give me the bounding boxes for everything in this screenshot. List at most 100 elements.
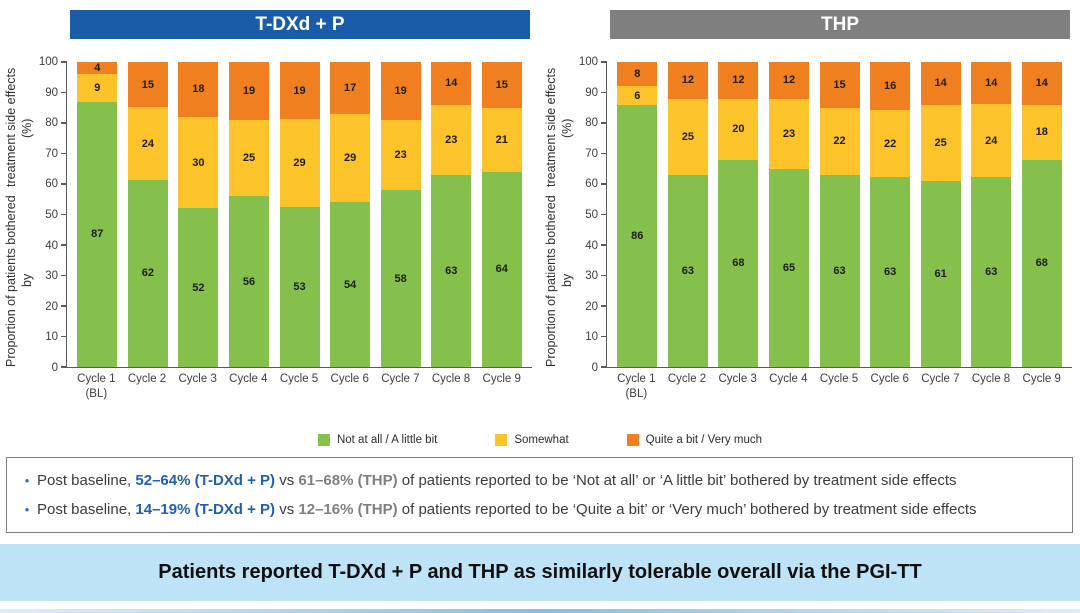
- bar-value-label: 56: [242, 275, 256, 288]
- x-axis-category: Cycle 8: [426, 372, 477, 402]
- bar-segment: 17: [330, 62, 371, 114]
- bar-segment: 52: [178, 208, 219, 367]
- x-axis-category-label: Cycle 1: [617, 373, 656, 385]
- bar-value-label: 20: [732, 123, 745, 136]
- bar-value-label: 14: [1035, 77, 1048, 90]
- stacked-bar: 63 25 12: [667, 62, 708, 367]
- finding-text-segment: 12–16% (THP): [298, 501, 398, 518]
- bar-value-label: 24: [141, 137, 154, 150]
- bar-slot: 68 18 14: [1017, 62, 1068, 367]
- y-tick-label: 70: [45, 147, 58, 160]
- x-axis-category-label: Cycle 3: [718, 373, 757, 385]
- legend-swatch: [495, 434, 508, 446]
- stacked-bar: 61 25 14: [920, 62, 961, 367]
- bar-value-label: 17: [343, 81, 357, 94]
- bar-segment: 15: [481, 62, 522, 108]
- x-axis-category-label: Cycle 1: [77, 373, 116, 385]
- bar-value-label: 4: [94, 62, 101, 75]
- y-tick-label: 60: [585, 178, 598, 191]
- bar-slot: 54 29 17: [325, 62, 376, 367]
- bar-segment: 23: [380, 119, 421, 191]
- bar-value-label: 14: [934, 77, 947, 90]
- x-axis-category: Cycle 9: [1016, 372, 1067, 402]
- bar-slot: 58 23 19: [375, 62, 426, 367]
- x-axis-category: Cycle 9: [476, 372, 527, 402]
- x-axis-category: Cycle 5: [274, 372, 325, 402]
- stacked-bar: 86 6 8: [617, 62, 658, 367]
- x-axis-category: Cycle 3: [172, 372, 223, 402]
- stacked-bar: 68 20 12: [718, 62, 759, 367]
- bar-segment: 8: [617, 62, 658, 87]
- bar-value-label: 14: [445, 77, 458, 90]
- plot-area: 86 6 8 63 25 12 68 20 12 65 23 12 63 22 15 63 22 16 61 25 14…: [601, 61, 1072, 368]
- stacked-bar: 56 25 19: [228, 62, 269, 367]
- bar-value-label: 22: [833, 135, 846, 148]
- x-axis-category-label: Cycle 5: [819, 373, 859, 385]
- conclusion-banner: Patients reported T-DXd + P and THP as s…: [0, 544, 1080, 601]
- bar-value-label: 18: [1035, 126, 1048, 139]
- y-tick-mark: [601, 366, 607, 368]
- bar-segment: 58: [380, 190, 421, 367]
- bar-segment: 12: [768, 62, 809, 99]
- y-tick-mark: [61, 61, 67, 63]
- bar-value-label: 63: [883, 265, 897, 278]
- finding-text-segment: vs: [275, 472, 299, 489]
- bar-value-label: 12: [732, 74, 745, 87]
- x-axis-category-sublabel: (BL): [85, 388, 108, 400]
- finding-text-segment: of patients reported to be ‘Not at all’ …: [397, 472, 957, 489]
- bar-slot: 63 24 14: [966, 62, 1017, 367]
- y-tick-label: 90: [45, 86, 58, 99]
- y-tick-label: 0: [591, 362, 598, 374]
- bar-slot: 52 30 18: [173, 62, 224, 367]
- bar-value-label: 8: [634, 68, 641, 81]
- bar-slot: 63 25 12: [663, 62, 714, 367]
- y-tick-label: 50: [585, 209, 598, 221]
- stacked-bar: 53 29 19: [279, 62, 320, 367]
- x-axis-category-label: Cycle 2: [127, 373, 167, 385]
- bar-segment: 4: [77, 62, 118, 75]
- x-axis-category-label: Cycle 9: [482, 373, 521, 385]
- bar-segment: 21: [481, 107, 522, 172]
- y-tick-mark: [61, 305, 67, 307]
- x-axis-category: Cycle 1 (BL): [71, 372, 122, 402]
- bar-value-label: 63: [681, 264, 694, 277]
- bar-slot: 61 25 14: [915, 62, 966, 367]
- bar-value-label: 58: [394, 272, 407, 285]
- bottom-accent-bar: [0, 609, 1080, 613]
- bar-value-label: 63: [445, 264, 458, 277]
- finding-text-segment: 52–64% (T-DXd + P): [135, 472, 276, 489]
- finding-text-segment: vs: [275, 501, 299, 518]
- bars-row: 87 9 4 62 24 15 52 30 18 56 25 19 53 29 19 54 29 17 58 23 19…: [67, 62, 532, 367]
- y-tick-label: 30: [45, 270, 58, 283]
- bar-segment: 63: [870, 176, 911, 367]
- bar-segment: 56: [228, 196, 269, 367]
- y-tick-mark: [601, 61, 607, 63]
- bullet-icon: •: [24, 473, 30, 488]
- stacked-bar: 63 24 14: [971, 62, 1012, 367]
- y-tick-mark: [61, 213, 67, 216]
- y-tick-label: 90: [585, 86, 598, 99]
- y-tick-mark: [61, 335, 67, 338]
- bar-value-label: 23: [782, 127, 796, 140]
- x-axis-category-label: Cycle 7: [921, 373, 960, 385]
- bar-slot: 68 20 12: [713, 62, 764, 367]
- finding-bullet: • Post baseline, 52–64% (T-DXd + P) vs 61…: [17, 466, 1062, 495]
- bar-value-label: 63: [985, 265, 998, 278]
- bar-segment: 62: [127, 179, 168, 367]
- stacked-bar: 58 23 19: [380, 62, 421, 367]
- finding-text-segment: 61–68% (THP): [298, 472, 398, 489]
- chart-panel-thp: THP Proportion of patients bothered by tr…: [540, 0, 1080, 425]
- bar-value-label: 25: [934, 136, 947, 149]
- bar-segment: 29: [330, 113, 371, 203]
- y-tick-label: 80: [585, 117, 598, 130]
- bar-value-label: 63: [833, 264, 846, 277]
- bar-value-label: 12: [681, 74, 694, 87]
- finding-text-segment: of patients reported to be ‘Quite a bit’…: [397, 501, 977, 518]
- bar-value-label: 16: [883, 80, 897, 93]
- y-tick-mark: [601, 122, 607, 124]
- bar-value-label: 6: [634, 89, 641, 102]
- y-tick-mark: [601, 213, 607, 216]
- bullet-icon: •: [24, 502, 30, 517]
- bar-segment: 16: [870, 62, 911, 111]
- y-tick-label: 100: [38, 56, 58, 68]
